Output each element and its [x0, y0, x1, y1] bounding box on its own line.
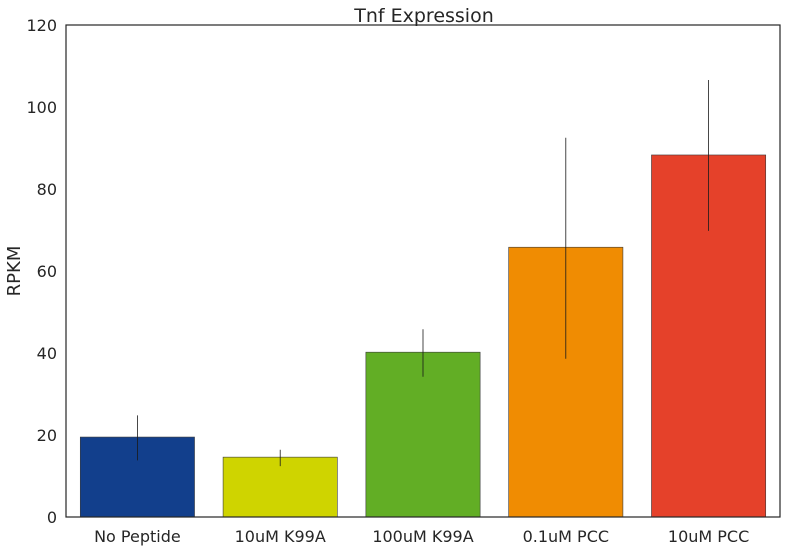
bar	[222, 456, 338, 518]
plot-area-frame	[65, 24, 781, 518]
x-tick-label: 10uM K99A	[235, 527, 326, 546]
y-axis-title: RPKM	[4, 246, 25, 297]
bars-group	[79, 154, 767, 518]
x-tick-label: 100uM K99A	[372, 527, 473, 546]
x-tick-label: 10uM PCC	[668, 527, 749, 546]
y-tick-label: 20	[37, 426, 57, 445]
y-tick-label: 80	[37, 180, 57, 199]
chart-title: Tnf Expression	[353, 5, 494, 27]
x-tick-label: No Peptide	[94, 527, 181, 546]
y-tick-label: 0	[47, 508, 57, 527]
y-tick-label: 40	[37, 344, 57, 363]
x-axis-ticks: No Peptide 10uM K99A 100uM K99A 0.1uM PCC 10…	[94, 527, 749, 546]
x-tick-label: 0.1uM PCC	[523, 527, 609, 546]
y-axis-ticks: 0 20 40 60 80 100 120	[26, 16, 57, 527]
y-tick-label: 60	[37, 262, 57, 281]
y-tick-label: 100	[26, 98, 57, 117]
error-bars-group	[136, 79, 709, 467]
y-tick-label: 120	[26, 16, 57, 35]
bar	[365, 351, 481, 518]
